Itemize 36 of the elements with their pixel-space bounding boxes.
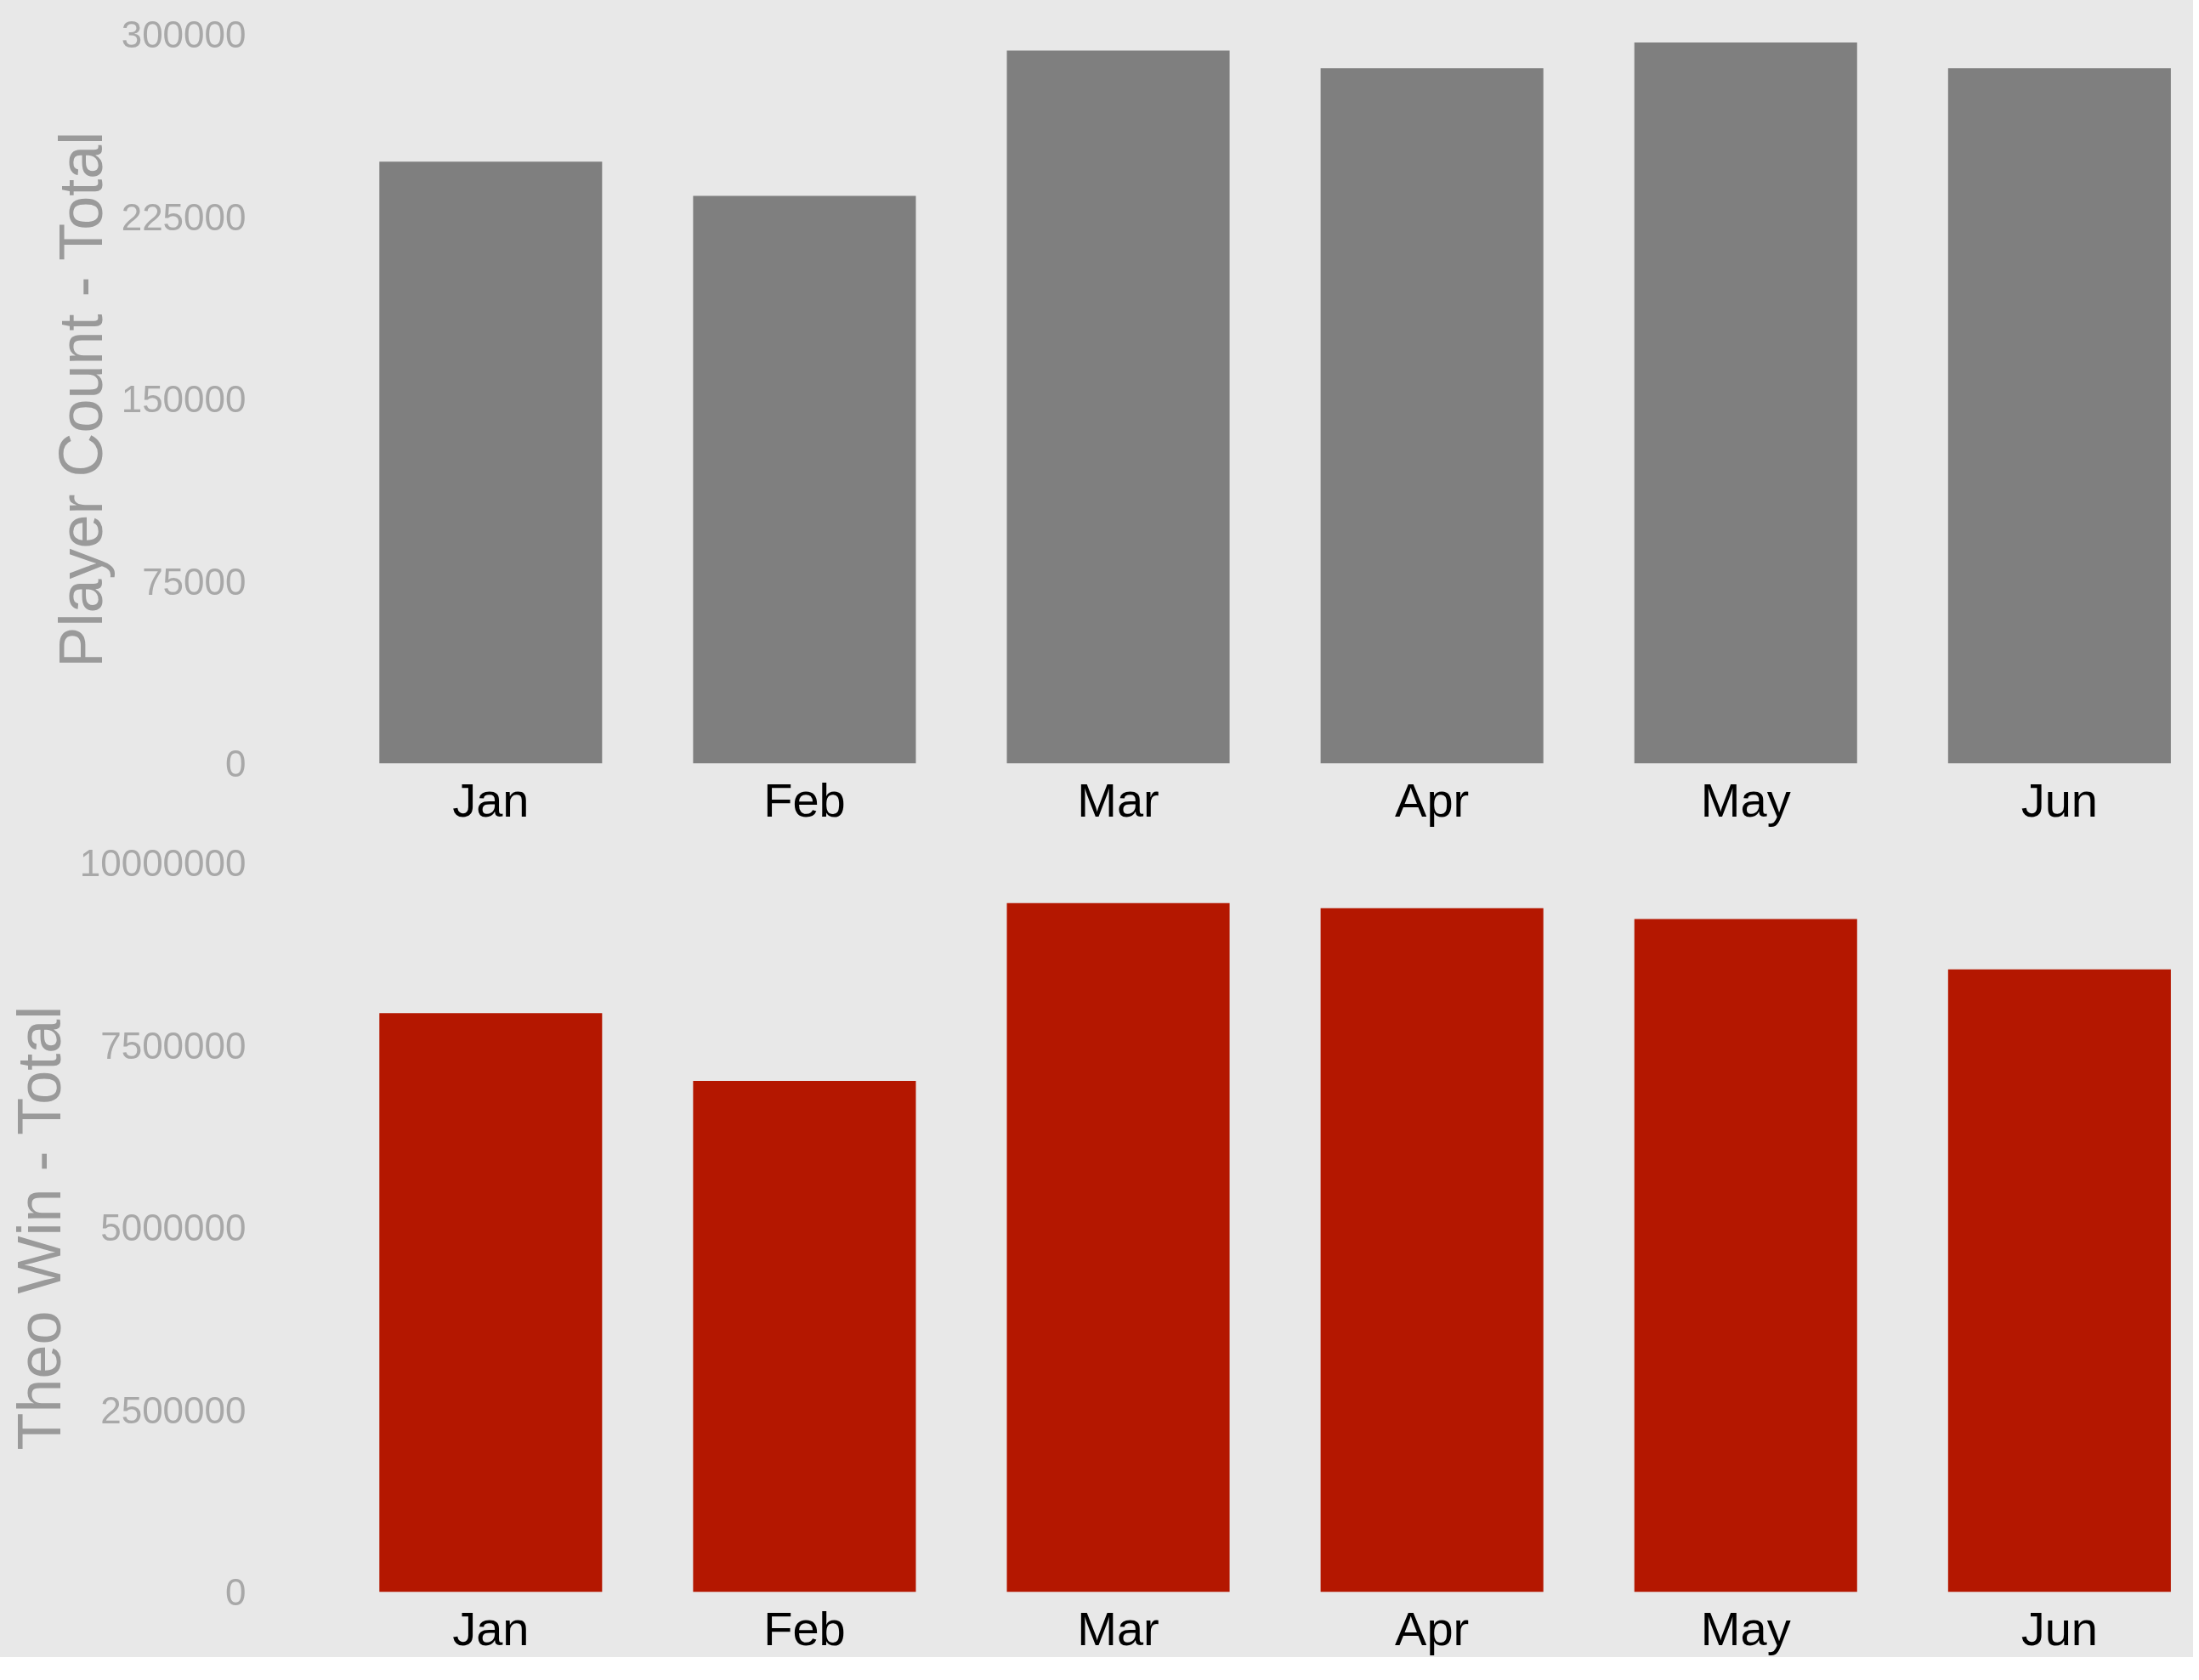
- x-tick-label: Mar: [1077, 1601, 1159, 1655]
- bar: [1947, 969, 2171, 1592]
- bar: [693, 195, 916, 764]
- bar: [1634, 919, 1857, 1592]
- y-axis-title: Player Count - Total: [46, 131, 115, 668]
- x-tick-label: Apr: [1395, 1601, 1470, 1655]
- x-tick-label: Jun: [2020, 772, 2099, 827]
- bar: [1320, 908, 1544, 1592]
- y-tick-label: 300000: [121, 14, 247, 55]
- bar: [1320, 68, 1544, 764]
- x-tick-label: Jun: [2020, 1601, 2099, 1655]
- x-tick-label: Apr: [1395, 772, 1470, 827]
- y-tick-label: 10000000: [79, 842, 247, 884]
- bar: [693, 1081, 916, 1592]
- x-tick-label: Jan: [452, 772, 530, 827]
- x-tick-label: May: [1700, 1601, 1791, 1655]
- y-axis-title: Theo Win - Total: [4, 1005, 73, 1451]
- y-tick-label: 225000: [121, 195, 247, 238]
- x-tick-label: May: [1700, 772, 1791, 827]
- x-tick-label: Mar: [1077, 772, 1159, 827]
- y-tick-label: 150000: [121, 378, 247, 420]
- bar: [1006, 50, 1230, 764]
- y-tick-label: 0: [225, 743, 247, 784]
- bar: [379, 1013, 603, 1592]
- x-tick-label: Jan: [452, 1601, 530, 1655]
- x-tick-label: Feb: [763, 772, 846, 827]
- y-tick-label: 75000: [142, 560, 247, 602]
- x-tick-label: Feb: [763, 1601, 846, 1655]
- bar: [1947, 68, 2171, 764]
- y-tick-label: 7500000: [100, 1024, 247, 1066]
- bar: [1006, 902, 1230, 1592]
- bar: [1634, 42, 1857, 764]
- y-tick-label: 2500000: [100, 1389, 247, 1431]
- y-tick-label: 5000000: [100, 1207, 247, 1248]
- y-tick-label: 0: [225, 1571, 247, 1613]
- bar: [379, 161, 603, 764]
